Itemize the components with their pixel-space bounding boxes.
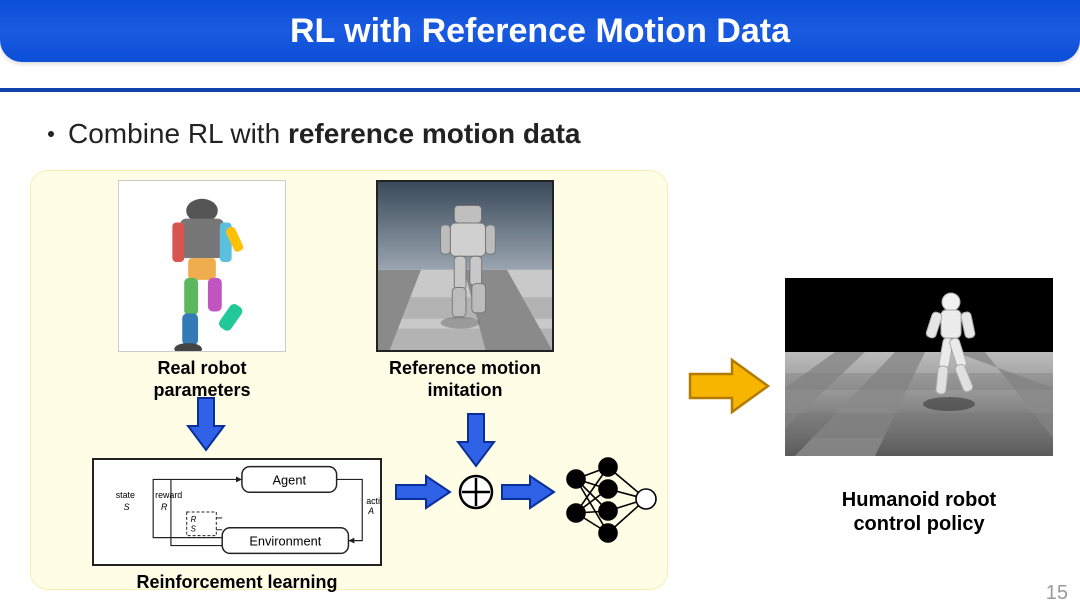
combine-icon — [458, 474, 494, 510]
svg-text:R: R — [161, 502, 168, 512]
reference-motion-label-l2: imitation — [428, 380, 503, 400]
arrow-real-to-rl-icon — [186, 396, 226, 452]
arrow-output-icon — [688, 356, 770, 416]
bullet-bold: reference motion data — [288, 118, 581, 149]
rl-diagram-image: Agent Environment action A state S rewar… — [92, 458, 382, 566]
rl-label: Reinforcement learning — [92, 572, 382, 594]
svg-text:reward: reward — [155, 490, 182, 500]
reference-motion-panel: Reference motion imitation — [376, 180, 554, 401]
bullet-dot — [48, 131, 54, 137]
output-label: Humanoid robot control policy — [785, 488, 1053, 536]
output-label-block: Humanoid robot control policy — [785, 482, 1053, 536]
arrow-ref-to-plus-icon — [456, 412, 496, 468]
real-robot-panel: Real robot parameters — [118, 180, 286, 401]
neural-net-icon — [562, 455, 662, 551]
robot-cad-icon — [119, 180, 285, 352]
humanoid-sim-icon — [785, 278, 1053, 456]
title-bar: RL with Reference Motion Data — [0, 0, 1080, 62]
rl-loop-icon: Agent Environment action A state S rewar… — [94, 458, 380, 566]
output-image — [785, 278, 1053, 456]
svg-text:A: A — [367, 506, 374, 516]
sim-robot-icon — [378, 180, 552, 352]
output-label-l2: control policy — [853, 513, 984, 535]
rl-env-text: Environment — [249, 534, 321, 549]
svg-text:S: S — [124, 502, 130, 512]
title-underline — [0, 88, 1080, 92]
svg-text:state: state — [116, 490, 135, 500]
page-number: 15 — [1046, 582, 1068, 605]
output-label-l1: Humanoid robot — [842, 489, 996, 511]
reference-motion-label-l1: Reference motion — [389, 358, 541, 378]
svg-text:R: R — [191, 515, 197, 524]
bullet-prefix: Combine RL with — [68, 118, 288, 149]
bullet-line: Combine RL with reference motion data — [48, 118, 580, 150]
rl-panel: Agent Environment action A state S rewar… — [92, 458, 382, 594]
arrow-rl-to-plus-icon — [394, 474, 452, 510]
arrow-plus-to-nn-icon — [500, 474, 556, 510]
real-robot-label: Real robot parameters — [118, 358, 286, 401]
svg-text:action: action — [366, 496, 380, 506]
reference-motion-image — [376, 180, 554, 352]
real-robot-image — [118, 180, 286, 352]
slide-title: RL with Reference Motion Data — [290, 12, 790, 51]
reference-motion-label: Reference motion imitation — [376, 358, 554, 401]
output-panel — [785, 278, 1053, 456]
rl-agent-text: Agent — [273, 472, 307, 487]
svg-text:S: S — [191, 525, 197, 534]
slide: RL with Reference Motion Data Combine RL… — [0, 0, 1080, 611]
